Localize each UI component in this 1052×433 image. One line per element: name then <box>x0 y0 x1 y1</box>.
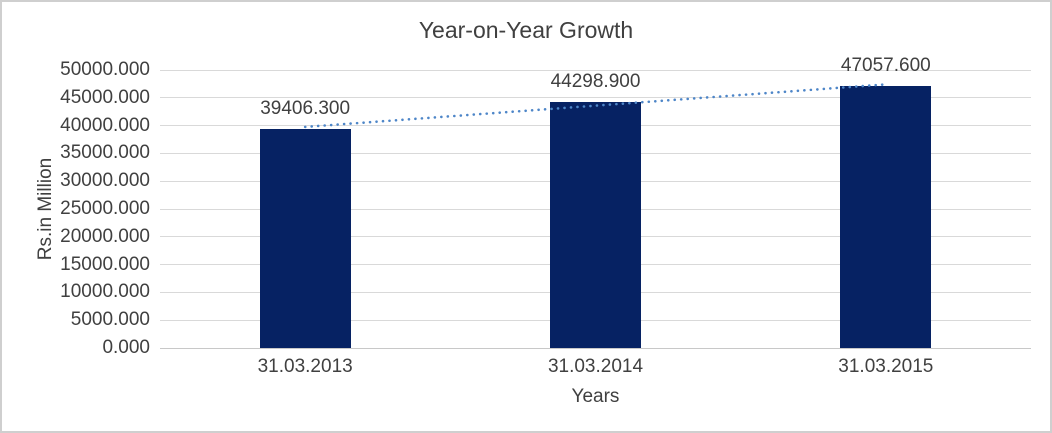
bar <box>259 128 351 348</box>
bar-value-label: 39406.300 <box>260 97 351 119</box>
x-axis-title: Years <box>571 386 620 407</box>
chart-title: Year-on-Year Growth <box>418 17 634 43</box>
y-axis-tick-label: 50000.000 <box>60 59 150 80</box>
y-axis-tick-label: 40000.000 <box>60 114 150 136</box>
gridline <box>160 69 1031 71</box>
gridline <box>160 97 1031 99</box>
y-axis-tick-label: 30000.000 <box>60 170 150 192</box>
y-axis-tick-label: 15000.000 <box>60 253 150 275</box>
y-axis-tick-label: 0.000 <box>102 337 150 358</box>
bar-value-label: 47057.600 <box>840 55 931 77</box>
x-axis-tick-label: 31.03.2015 <box>838 356 934 377</box>
bar-value-label: 44298.900 <box>550 70 641 92</box>
y-axis-tick-label: 10000.000 <box>60 281 150 303</box>
y-axis-tick-label: 5000.000 <box>70 309 150 331</box>
y-axis-tick-label: 20000.000 <box>60 225 150 247</box>
y-axis-tick-label: 45000.000 <box>60 86 150 108</box>
trendline <box>303 83 888 129</box>
y-axis-tick-label: 25000.000 <box>60 198 150 219</box>
y-axis-tick-label: 35000.000 <box>60 142 150 164</box>
gridline <box>160 347 1031 349</box>
x-axis-tick-label: 31.03.2013 <box>257 356 353 377</box>
trendline-svg <box>303 83 888 129</box>
x-axis-tick-label: 31.03.2014 <box>547 356 644 377</box>
bar <box>550 101 641 348</box>
bar <box>840 86 932 348</box>
